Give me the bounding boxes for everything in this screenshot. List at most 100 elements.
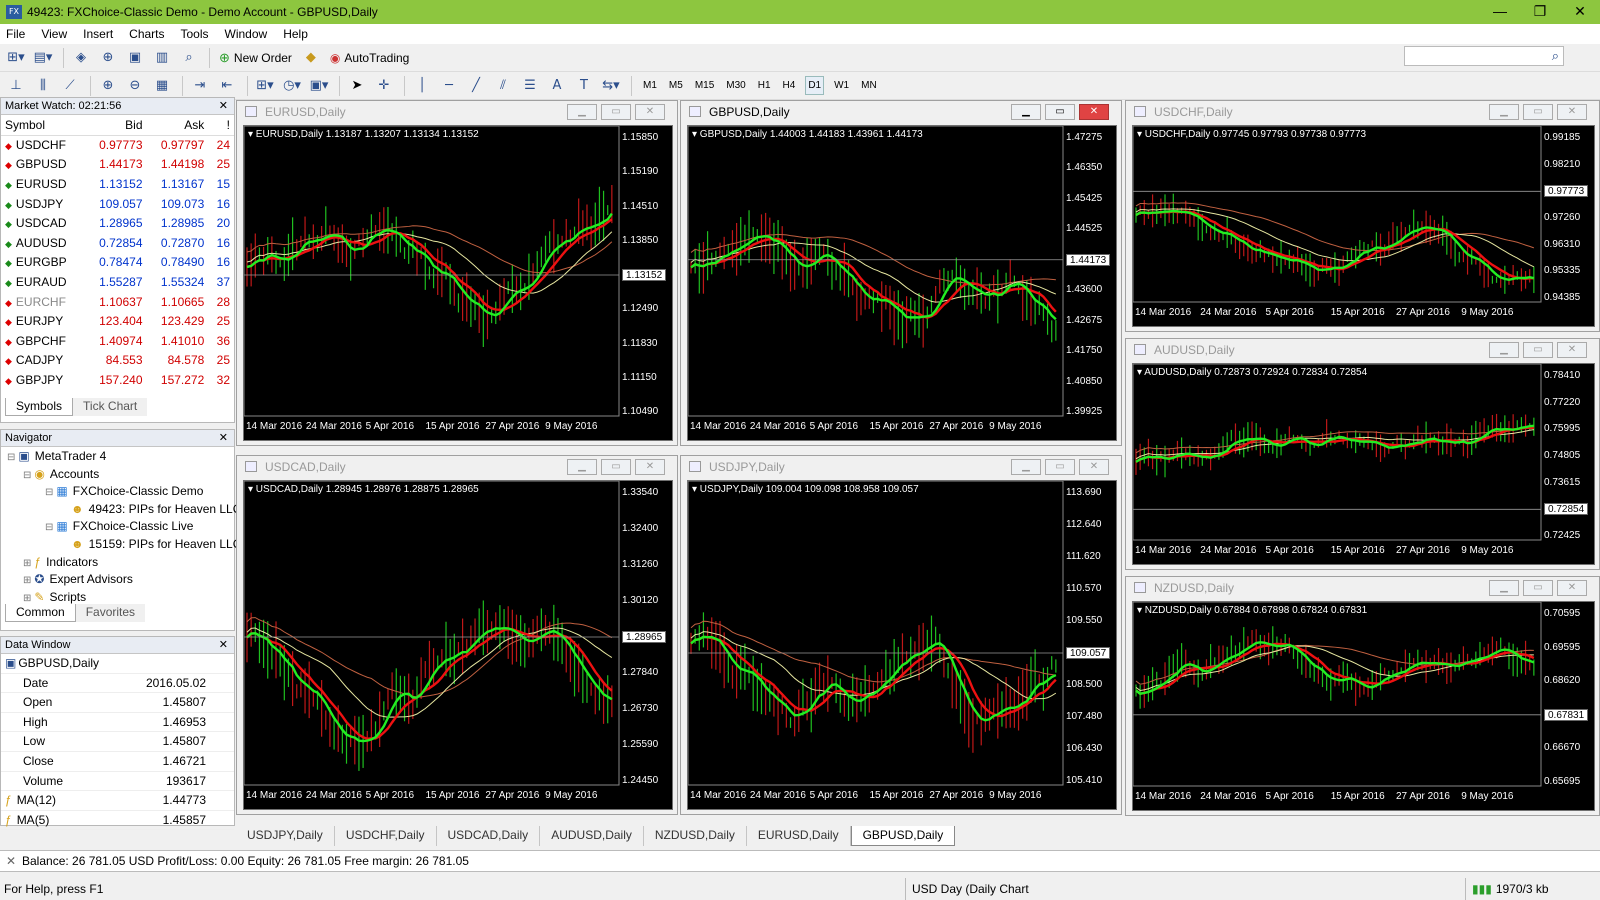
- close-icon[interactable]: ✕: [218, 100, 228, 112]
- close-button[interactable]: ✕: [1574, 3, 1586, 19]
- chart-window-title[interactable]: AUDUSD,Daily ▁ ▭ ✕: [1126, 339, 1599, 361]
- navigator-item[interactable]: ⊞ ƒ Indicators: [23, 554, 99, 569]
- chart-window-title[interactable]: NZDUSD,Daily ▁ ▭ ✕: [1126, 577, 1599, 599]
- maximize-icon[interactable]: ▭: [1523, 580, 1553, 596]
- chart-plot[interactable]: ▾ GBPUSD,Daily 1.44003 1.44183 1.43961 1…: [687, 125, 1117, 441]
- close-icon[interactable]: ✕: [218, 639, 228, 651]
- expander-icon[interactable]: ⊟: [7, 452, 16, 463]
- market-watch-row[interactable]: ◆ USDCHF 0.97773 0.97797 24: [1, 135, 234, 155]
- maximize-icon[interactable]: ▭: [1523, 104, 1553, 120]
- candlestick-icon[interactable]: ⫼: [40, 78, 46, 93]
- col-ask[interactable]: Ask: [146, 115, 209, 136]
- chart-window-title[interactable]: EURUSD,Daily ▁ ▭ ✕: [237, 101, 677, 123]
- market-watch-row[interactable]: ◆ EURGBP 0.78474 0.78490 16: [1, 253, 234, 273]
- chart-canvas[interactable]: [1133, 126, 1595, 327]
- profiles-icon[interactable]: ▤▾: [33, 50, 53, 65]
- chart-tab[interactable]: EURUSD,Daily: [747, 826, 851, 846]
- chart-canvas[interactable]: [1133, 364, 1595, 565]
- chart-window-title[interactable]: GBPUSD,Daily ▁ ▭ ✕: [681, 101, 1121, 123]
- tf-m30[interactable]: M30: [726, 80, 746, 91]
- chart-tab[interactable]: AUDUSD,Daily: [540, 826, 644, 846]
- col-spread[interactable]: !: [208, 115, 234, 136]
- market-watch-row[interactable]: ◆ GBPJPY 157.240 157.272 32: [1, 370, 234, 390]
- chart-window-audusd[interactable]: AUDUSD,Daily ▁ ▭ ✕ ▾ AUDUSD,Daily 0.72873…: [1125, 338, 1600, 570]
- navigator-item[interactable]: ☻ 49423: PIPs for Heaven LLC: [71, 501, 242, 516]
- menu-file[interactable]: File: [6, 27, 26, 41]
- tab-tick-chart[interactable]: Tick Chart: [73, 398, 148, 416]
- close-icon[interactable]: ✕: [218, 432, 228, 444]
- expander-icon[interactable]: ⊞: [23, 575, 32, 587]
- market-watch-row[interactable]: ◆ AUDUSD 0.72854 0.72870 16: [1, 233, 234, 253]
- strategy-tester-icon[interactable]: ⌕: [185, 50, 193, 65]
- chart-tab[interactable]: NZDUSD,Daily: [644, 826, 747, 846]
- expander-icon[interactable]: ⊞: [23, 557, 32, 569]
- tab-favorites[interactable]: Favorites: [75, 604, 146, 622]
- minimize-icon[interactable]: ▁: [1011, 459, 1041, 475]
- tf-d1[interactable]: D1: [805, 76, 825, 95]
- zoom-in-icon[interactable]: ⊕: [102, 78, 114, 93]
- chart-shift-icon[interactable]: ⇤: [221, 78, 233, 93]
- expander-icon[interactable]: ⊟: [23, 469, 32, 481]
- chart-tab[interactable]: USDJPY,Daily: [236, 826, 335, 846]
- chart-canvas[interactable]: [244, 126, 673, 441]
- chart-canvas[interactable]: [1133, 602, 1595, 811]
- minimize-icon[interactable]: ▁: [1489, 104, 1519, 120]
- cursor-icon[interactable]: ➤: [351, 78, 363, 93]
- menu-tools[interactable]: Tools: [180, 27, 209, 41]
- menu-help[interactable]: Help: [283, 27, 308, 41]
- maximize-icon[interactable]: ▭: [1523, 342, 1553, 358]
- chart-window-title[interactable]: USDJPY,Daily ▁ ▭ ✕: [681, 456, 1121, 478]
- close-icon[interactable]: ✕: [1079, 459, 1109, 475]
- chart-plot[interactable]: ▾ USDCAD,Daily 1.28945 1.28976 1.28875 1…: [243, 480, 673, 810]
- chart-window-nzdusd[interactable]: NZDUSD,Daily ▁ ▭ ✕ ▾ NZDUSD,Daily 0.67884…: [1125, 576, 1600, 816]
- restore-button[interactable]: ❐: [1533, 3, 1547, 19]
- market-watch-row[interactable]: ◆ GBPCHF 1.40974 1.41010 36: [1, 331, 234, 351]
- minimize-button[interactable]: —: [1493, 3, 1507, 19]
- minimize-icon[interactable]: ▁: [1489, 580, 1519, 596]
- trendline-icon[interactable]: ╱: [472, 78, 480, 93]
- search-input[interactable]: ⌕: [1404, 46, 1564, 66]
- expander-icon[interactable]: ⊞: [23, 592, 32, 604]
- chart-window-usdchf[interactable]: USDCHF,Daily ▁ ▭ ✕ ▾ USDCHF,Daily 0.97745…: [1125, 100, 1600, 332]
- line-chart-icon[interactable]: ⟋: [65, 78, 75, 93]
- chart-window-eurusd[interactable]: EURUSD,Daily ▁ ▭ ✕ ▾ EURUSD,Daily 1.13187…: [236, 100, 678, 446]
- chart-window-usdjpy[interactable]: USDJPY,Daily ▁ ▭ ✕ ▾ USDJPY,Daily 109.004…: [680, 455, 1122, 815]
- tab-symbols[interactable]: Symbols: [5, 398, 74, 416]
- tf-mn[interactable]: MN: [861, 80, 877, 91]
- close-icon[interactable]: ✕: [635, 459, 665, 475]
- market-watch-row[interactable]: ◆ GBPUSD 1.44173 1.44198 25: [1, 155, 234, 175]
- menu-charts[interactable]: Charts: [129, 27, 165, 41]
- menu-window[interactable]: Window: [224, 27, 268, 41]
- maximize-icon[interactable]: ▭: [601, 104, 631, 120]
- navigator-icon[interactable]: ▣: [128, 50, 142, 65]
- chart-window-usdcad[interactable]: USDCAD,Daily ▁ ▭ ✕ ▾ USDCAD,Daily 1.28945…: [236, 455, 678, 815]
- chart-plot[interactable]: ▾ EURUSD,Daily 1.13187 1.13207 1.13134 1…: [243, 125, 673, 441]
- new-chart-icon[interactable]: ⊞▾: [7, 50, 25, 65]
- autotrading-button[interactable]: ◉ AutoTrading: [329, 50, 410, 65]
- market-watch-row[interactable]: ◆ EURAUD 1.55287 1.55324 37: [1, 272, 234, 292]
- market-watch-row[interactable]: ◆ EURCHF 1.10637 1.10665 28: [1, 292, 234, 312]
- horizontal-line-icon[interactable]: ─: [445, 78, 453, 93]
- vertical-line-icon[interactable]: │: [418, 78, 426, 93]
- tf-m1[interactable]: M1: [643, 80, 657, 91]
- metaeditor-icon[interactable]: ◆: [305, 50, 316, 65]
- close-icon[interactable]: ✕: [1557, 342, 1587, 358]
- chart-canvas[interactable]: [244, 481, 673, 810]
- chart-tab[interactable]: USDCHF,Daily: [335, 826, 437, 846]
- indicators-icon[interactable]: ⊞▾: [256, 78, 274, 93]
- text-label-icon[interactable]: T: [580, 78, 588, 93]
- close-icon[interactable]: ✕: [1079, 104, 1109, 120]
- bar-chart-icon[interactable]: ⊥: [10, 78, 22, 93]
- navigator-item[interactable]: ⊞ ✎ Scripts: [23, 589, 87, 604]
- autoscroll-icon[interactable]: ⇥: [194, 78, 206, 93]
- navigator-item[interactable]: ⊟ ▦ FXChoice-Classic Live: [45, 519, 194, 534]
- chart-plot[interactable]: ▾ USDJPY,Daily 109.004 109.098 108.958 1…: [687, 480, 1117, 810]
- market-watch-row[interactable]: ◆ CADJPY 84.553 84.578 25: [1, 351, 234, 371]
- navigator-item[interactable]: ⊞ ✪ Expert Advisors: [23, 572, 133, 587]
- new-order-button[interactable]: ⊕ New Order: [219, 49, 292, 65]
- terminal-close-icon[interactable]: ✕: [6, 854, 17, 868]
- navigator-item[interactable]: ⊟ ▦ FXChoice-Classic Demo: [45, 484, 204, 499]
- close-icon[interactable]: ✕: [635, 104, 665, 120]
- crosshair-icon[interactable]: ✛: [378, 78, 390, 93]
- minimize-icon[interactable]: ▁: [1011, 104, 1041, 120]
